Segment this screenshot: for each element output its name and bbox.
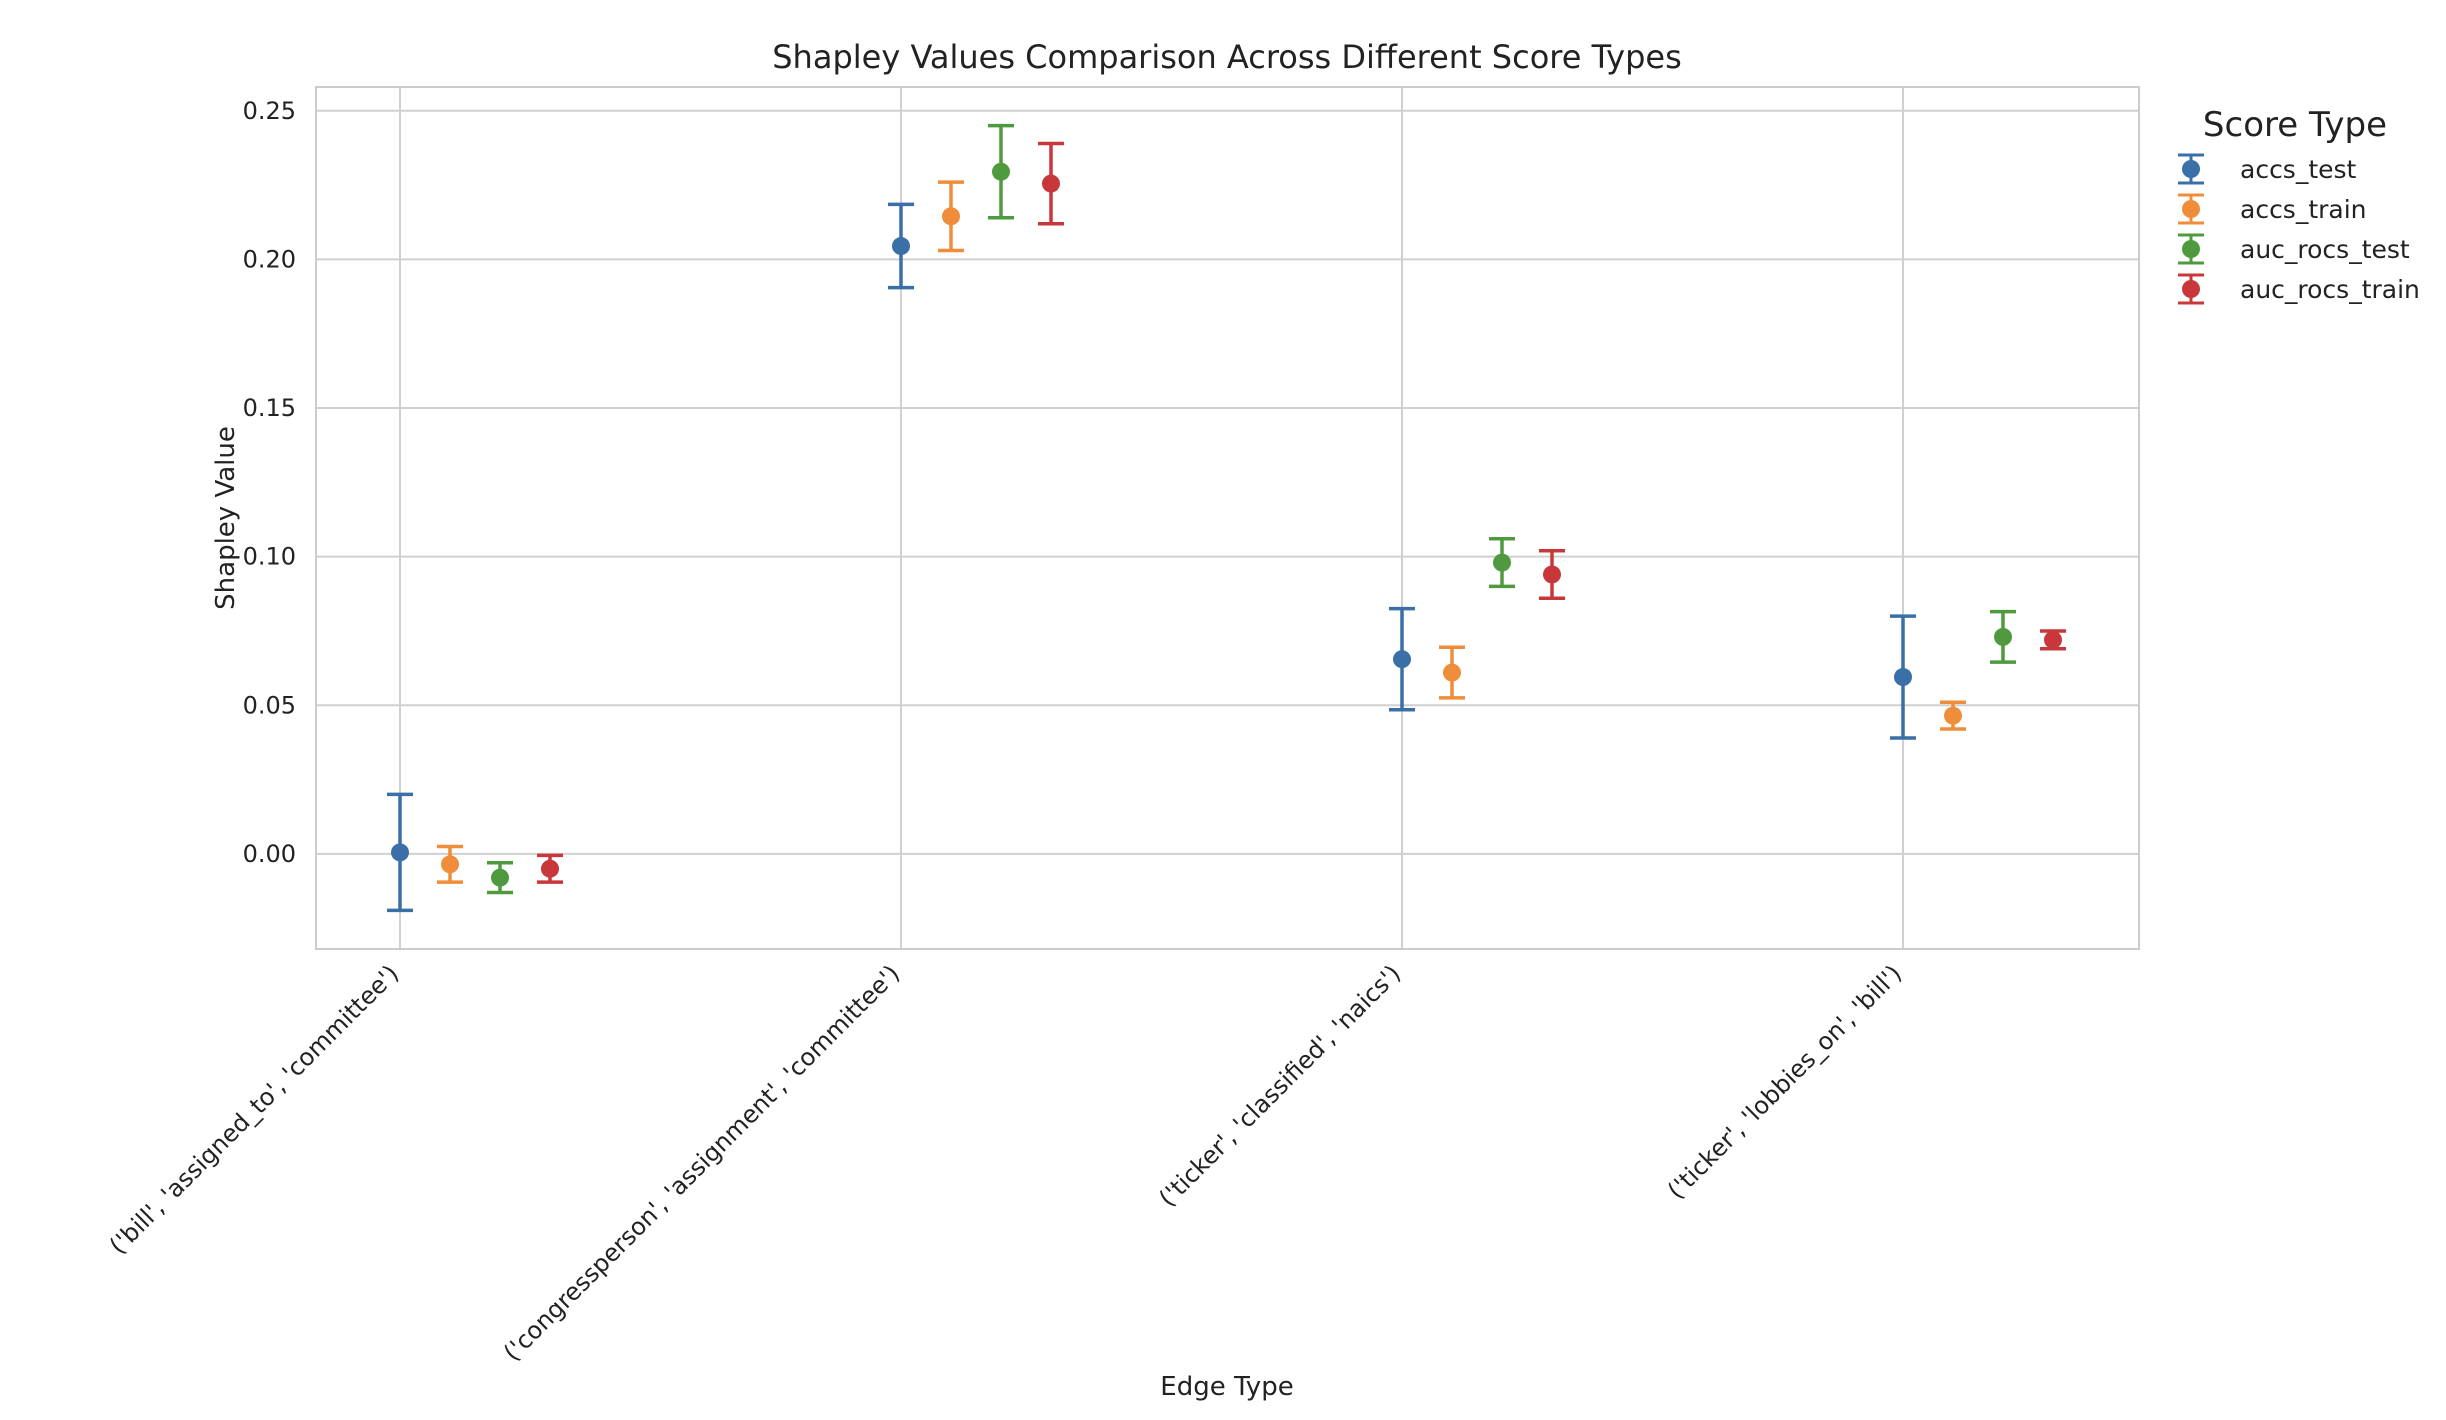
- x-tick-label: ('congressperson', 'assignment', 'commit…: [498, 959, 905, 1366]
- y-tick-label: 0.15: [243, 394, 296, 422]
- y-tick-label: 0.20: [243, 245, 296, 273]
- legend-item-auc_rocs_test: auc_rocs_test: [2178, 233, 2410, 265]
- data-layer: [387, 123, 2066, 913]
- legend-items: accs_test accs_train auc_rocs_test auc_rocs…: [2178, 153, 2420, 305]
- x-tick-label: ('bill', 'assigned_to', 'committee'): [104, 959, 404, 1259]
- legend-item-auc_rocs_train: auc_rocs_train: [2178, 273, 2420, 305]
- data-point: [942, 207, 960, 226]
- grid: [316, 87, 2139, 949]
- legend-label: accs_train: [2240, 195, 2367, 224]
- legend-marker-dot: [2182, 160, 2200, 178]
- data-point: [1543, 565, 1561, 584]
- y-tick-label: 0.00: [243, 840, 296, 868]
- legend-title: Score Type: [2203, 105, 2387, 145]
- y-tick-label: 0.10: [243, 543, 296, 571]
- data-point: [491, 868, 509, 887]
- series-accs_train: [437, 180, 1966, 884]
- data-point: [1994, 627, 2012, 646]
- data-point: [391, 843, 409, 862]
- chart-title: Shapley Values Comparison Across Differe…: [772, 38, 1682, 76]
- legend-item-accs_test: accs_test: [2178, 153, 2357, 185]
- legend-label: auc_rocs_test: [2240, 235, 2410, 264]
- data-point: [541, 859, 559, 878]
- series-auc_rocs_test: [487, 123, 2016, 895]
- plot-area: [316, 87, 2139, 949]
- legend-marker-dot: [2182, 200, 2200, 218]
- legend: Score Type accs_test accs_train auc_rocs_t…: [2178, 105, 2420, 305]
- legend-marker-dot: [2182, 280, 2200, 298]
- series-accs_test: [387, 202, 1916, 913]
- data-point: [992, 162, 1010, 181]
- series-auc_rocs_train: [537, 141, 2066, 884]
- data-point: [1393, 650, 1411, 669]
- y-axis-title: Shapley Value: [211, 426, 241, 610]
- data-point: [441, 855, 459, 874]
- data-point: [892, 237, 910, 256]
- x-tick-label: ('ticker', 'classified', 'naics'): [1153, 959, 1406, 1212]
- plot-frame: [315, 86, 2140, 950]
- y-tick-label: 0.25: [243, 97, 296, 125]
- x-axis-title: Edge Type: [1160, 1372, 1293, 1402]
- data-point: [1944, 706, 1962, 725]
- legend-item-accs_train: accs_train: [2178, 193, 2367, 225]
- legend-marker-dot: [2182, 240, 2200, 258]
- y-tick-label: 0.05: [243, 691, 296, 719]
- data-point: [1443, 663, 1461, 682]
- x-tick-label: ('ticker', 'lobbies_on', 'bill'): [1662, 959, 1907, 1204]
- data-point: [2044, 630, 2062, 649]
- data-point: [1894, 668, 1912, 687]
- data-point: [1042, 174, 1060, 193]
- legend-label: accs_test: [2240, 155, 2357, 184]
- legend-label: auc_rocs_train: [2240, 275, 2420, 304]
- data-point: [1493, 553, 1511, 572]
